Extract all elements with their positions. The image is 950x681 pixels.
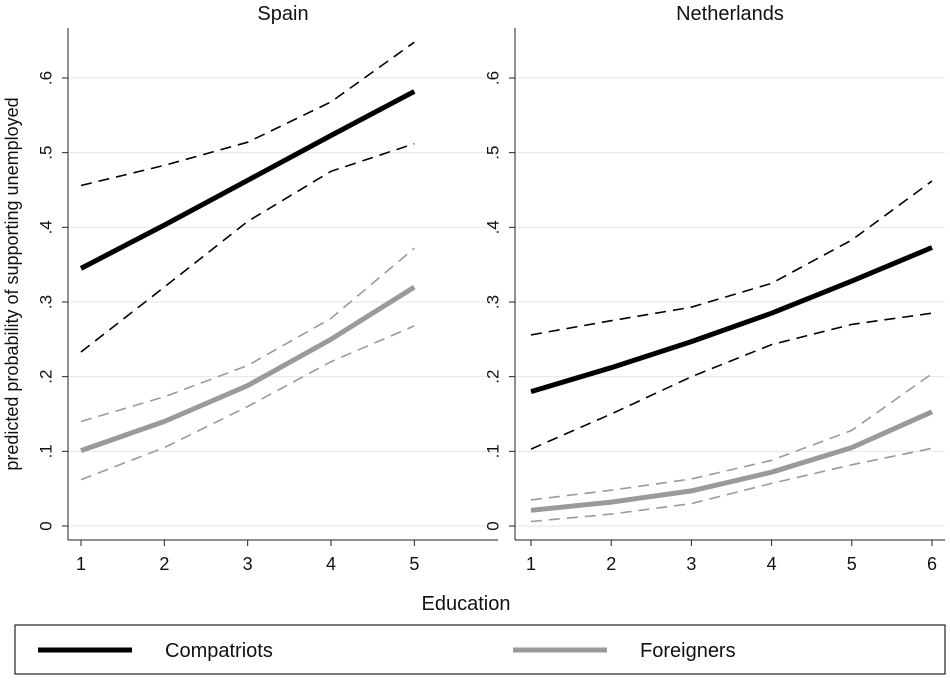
x-tick-label: 1 [526,554,536,574]
y-tick-label: .5 [37,146,56,160]
y-tick-label: .4 [37,220,56,234]
ci-upper-line-foreigners [81,248,414,421]
ci-upper-line-compatriots [531,181,932,335]
series-line-foreigners [81,287,414,451]
x-tick-label: 4 [326,554,336,574]
y-tick-label: .3 [484,295,503,309]
series-line-compatriots [531,248,932,392]
y-tick-label: .1 [484,444,503,458]
y-tick-label: .2 [484,370,503,384]
panel-title: Spain [257,3,308,25]
ci-lower-line-foreigners [531,448,932,521]
y-tick-label: .6 [37,71,56,85]
y-tick-label: 0 [484,521,503,530]
x-tick-label: 1 [76,554,86,574]
ci-upper-line-compatriots [81,42,414,185]
legend-box [15,625,945,674]
y-tick-label: 0 [37,521,56,530]
x-tick-label: 5 [409,554,419,574]
x-tick-label: 3 [686,554,696,574]
x-tick-label: 2 [159,554,169,574]
legend-label-compatriots: Compatriots [165,640,273,662]
legend-label-foreigners: Foreigners [640,640,736,662]
y-axis-label: predicted probability of supporting unem… [2,97,22,470]
series-line-compatriots [81,91,414,268]
y-tick-label: .6 [484,71,503,85]
x-axis-label: Education [422,593,511,615]
x-tick-label: 3 [243,554,253,574]
y-tick-label: .5 [484,146,503,160]
x-tick-label: 5 [847,554,857,574]
y-tick-label: .4 [484,220,503,234]
ci-lower-line-compatriots [531,313,932,449]
panel-title: Netherlands [676,3,784,25]
x-tick-label: 4 [767,554,777,574]
y-tick-label: .3 [37,295,56,309]
y-tick-label: .1 [37,444,56,458]
ci-lower-line-foreigners [81,326,414,480]
x-tick-label: 6 [927,554,937,574]
y-tick-label: .2 [37,370,56,384]
x-tick-label: 2 [606,554,616,574]
